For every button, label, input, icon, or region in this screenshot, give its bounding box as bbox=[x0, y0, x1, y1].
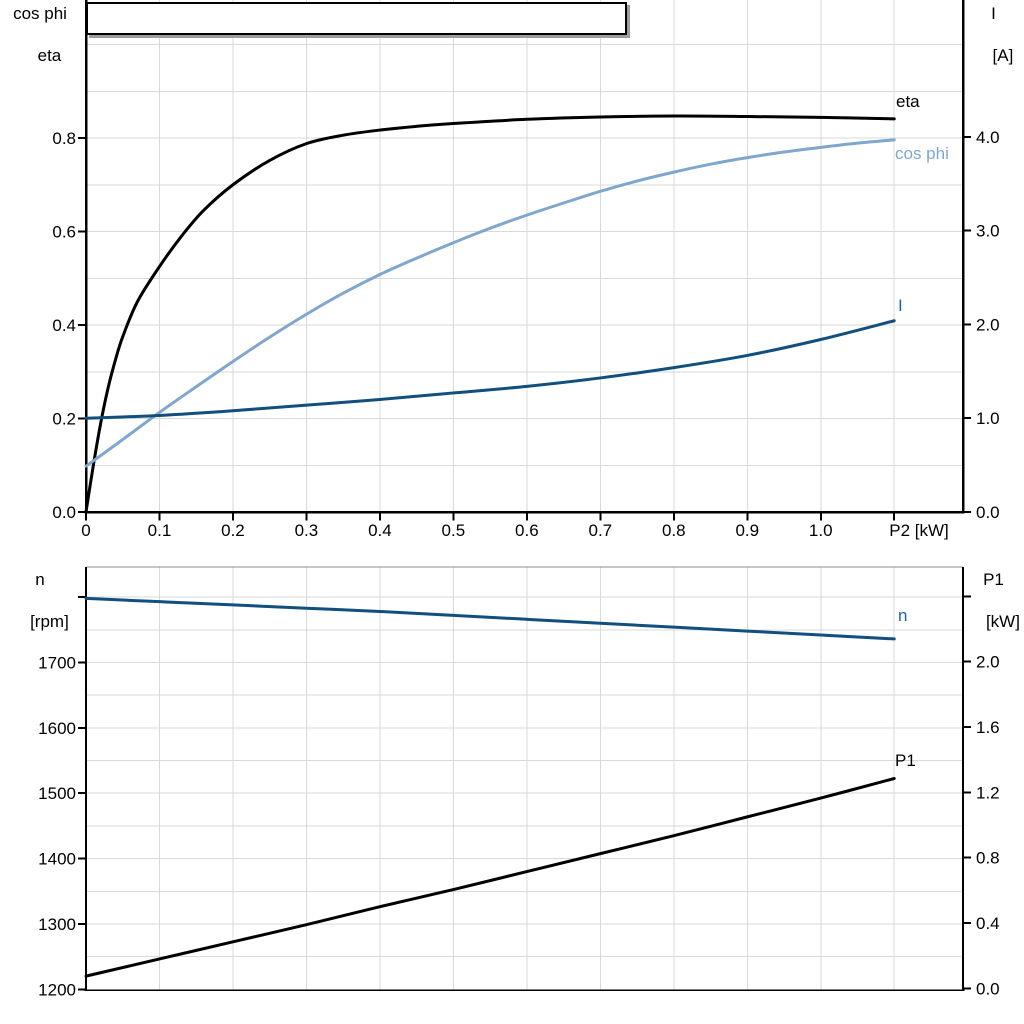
right-axis-tick-label: 2.0 bbox=[976, 653, 1000, 672]
bottom-left-axis-title: n [rpm] bbox=[0, 569, 80, 653]
curve-label-P1: P1 bbox=[895, 751, 916, 770]
right-axis-tick-label: 2.0 bbox=[976, 315, 1000, 334]
x-axis-tick-label: 0.9 bbox=[735, 521, 759, 540]
left-axis-tick-label: 1600 bbox=[38, 719, 76, 738]
left-axis-tick-label: 0.0 bbox=[52, 503, 76, 522]
axis-title-current: I bbox=[991, 4, 996, 23]
left-axis-tick-label: 0.8 bbox=[52, 129, 76, 148]
curve-eta bbox=[84, 114, 896, 514]
right-axis-tick-label: 0.0 bbox=[976, 979, 1000, 998]
left-axis-tick-label: 0.6 bbox=[52, 223, 76, 242]
right-axis-tick-label: 3.0 bbox=[976, 222, 1000, 241]
axis-title-speed-unit: [rpm] bbox=[30, 612, 69, 631]
x-axis-tick-label: 0.2 bbox=[221, 521, 245, 540]
left-axis-tick-label: 1200 bbox=[38, 980, 76, 999]
x-axis-tick-label: 0.7 bbox=[589, 521, 613, 540]
x-axis-tick-label: 1.0 bbox=[809, 521, 833, 540]
curve-cos-phi bbox=[84, 138, 896, 468]
right-axis-tick-label: 0.4 bbox=[976, 914, 1000, 933]
axis-title-cos-phi: cos phi bbox=[13, 4, 67, 23]
x-axis-tick-label: 0.8 bbox=[662, 521, 686, 540]
right-axis-tick-label: 1.0 bbox=[976, 409, 1000, 428]
left-axis-tick-label: 1500 bbox=[38, 784, 76, 803]
right-axis-tick-label: 1.6 bbox=[976, 718, 1000, 737]
right-axis-tick-label: 1.2 bbox=[976, 783, 1000, 802]
right-axis-tick-label: 4.0 bbox=[976, 128, 1000, 147]
left-axis-tick-label: 0.2 bbox=[52, 410, 76, 429]
top-right-axis-title: I [A] bbox=[963, 3, 1024, 87]
bottom-right-axis-title: P1 [kW] bbox=[963, 569, 1024, 653]
axis-title-current-unit: [A] bbox=[992, 46, 1014, 65]
x-axis-tick-label: 0.6 bbox=[515, 521, 539, 540]
axis-title-p1: P1 bbox=[983, 570, 1004, 589]
axis-title-eta: eta bbox=[37, 46, 62, 65]
x-axis-tick-label: 0.4 bbox=[368, 521, 392, 540]
x-axis-tick-label: 0 bbox=[81, 521, 90, 540]
right-axis-tick-label: 0.0 bbox=[976, 503, 1000, 522]
left-axis-tick-label: 0.4 bbox=[52, 316, 76, 335]
x-axis-unit-label: P2 [kW] bbox=[889, 521, 949, 540]
right-axis-tick-label: 0.8 bbox=[976, 849, 1000, 868]
chart-title-box: TP40-110/4 + INNOMOTICS 0.75 kW 3*460 V,… bbox=[86, 2, 627, 35]
left-axis-tick-label: 1300 bbox=[38, 915, 76, 934]
axis-title-p1-unit: [kW] bbox=[985, 612, 1020, 631]
left-axis-tick-label: 1400 bbox=[38, 850, 76, 869]
curve-label-cos-phi: cos phi bbox=[895, 144, 949, 163]
x-axis-tick-label: 0.1 bbox=[148, 521, 172, 540]
curve-n bbox=[84, 596, 896, 641]
left-axis-tick-label: 1700 bbox=[38, 653, 76, 672]
top-left-axis-title: cos phi eta bbox=[0, 3, 80, 87]
curve-label-eta: eta bbox=[896, 92, 920, 111]
axis-title-speed: n bbox=[35, 570, 45, 589]
curve-label-I: I bbox=[898, 296, 903, 315]
curve-label-n: n bbox=[898, 606, 907, 625]
x-axis-tick-label: 0.5 bbox=[442, 521, 466, 540]
curve-I bbox=[84, 319, 896, 420]
curve-P1 bbox=[84, 777, 896, 978]
x-axis-tick-label: 0.3 bbox=[295, 521, 319, 540]
